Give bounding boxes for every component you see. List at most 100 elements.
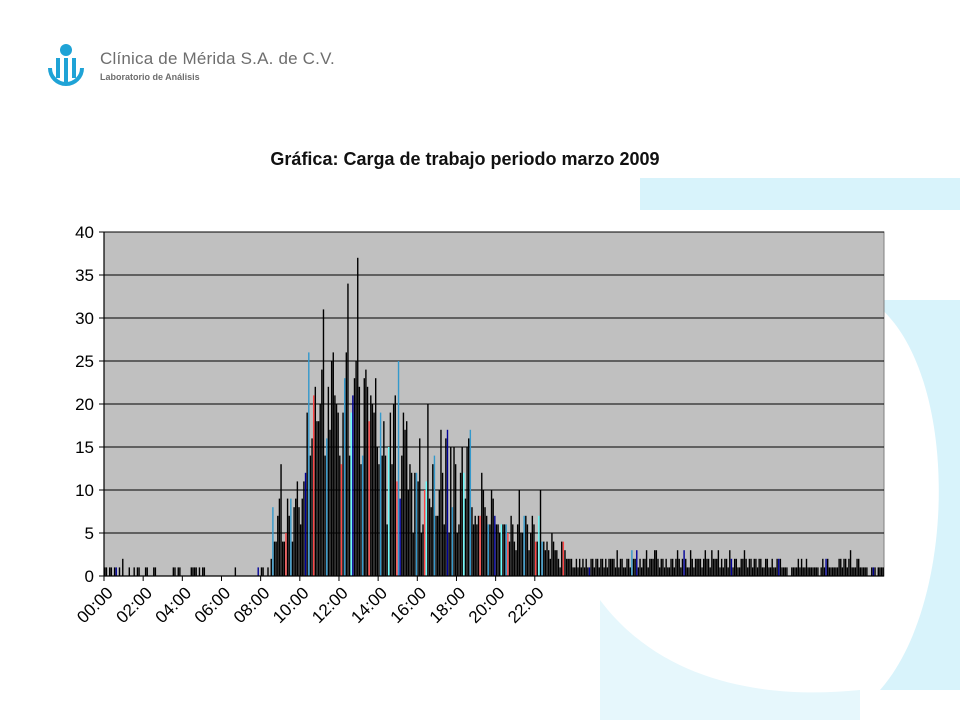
bar — [603, 567, 605, 576]
bar — [843, 558, 845, 576]
bar — [549, 558, 551, 576]
bar — [862, 567, 865, 576]
x-tick-label: 10:00 — [269, 583, 313, 627]
bar — [463, 472, 465, 576]
bar — [877, 567, 879, 576]
bar — [693, 567, 695, 576]
bar — [133, 567, 135, 576]
bar — [298, 507, 300, 576]
bar — [296, 481, 299, 576]
bar — [489, 524, 491, 576]
bar — [469, 429, 472, 576]
bar — [835, 567, 837, 576]
bar — [321, 369, 323, 576]
bar — [277, 515, 279, 576]
bar — [464, 498, 467, 576]
bar — [810, 567, 813, 576]
bar — [138, 567, 140, 576]
bar — [784, 567, 786, 576]
bar — [146, 567, 148, 576]
decor-band — [640, 178, 960, 210]
bar — [510, 515, 512, 576]
bar — [822, 558, 824, 576]
bar — [438, 490, 441, 576]
bar — [820, 567, 822, 576]
bar — [654, 550, 656, 576]
bar — [600, 558, 602, 576]
bar — [729, 550, 731, 576]
bar — [662, 558, 664, 576]
bar — [485, 515, 488, 576]
bar — [546, 541, 548, 576]
bar — [649, 558, 651, 576]
bar — [312, 395, 315, 576]
bar — [587, 567, 589, 576]
bar — [417, 481, 419, 576]
bar — [386, 524, 388, 576]
bar — [851, 567, 853, 576]
decor-arc — [870, 300, 960, 690]
bar — [671, 558, 674, 576]
bar — [717, 550, 720, 576]
bar — [570, 558, 573, 576]
bar — [547, 550, 550, 576]
bar — [373, 412, 375, 576]
bar — [782, 567, 785, 576]
bar — [601, 558, 604, 576]
bar — [809, 567, 811, 576]
bar — [523, 515, 525, 576]
bar — [357, 257, 359, 576]
bar — [412, 533, 414, 576]
bar — [502, 524, 504, 576]
bar — [694, 558, 697, 576]
bar — [670, 558, 672, 576]
bar — [774, 567, 777, 576]
bar — [828, 567, 831, 576]
bar — [551, 533, 553, 576]
bar — [623, 567, 625, 576]
bar — [316, 421, 318, 576]
bar — [761, 567, 764, 576]
bar — [497, 524, 499, 576]
bar — [471, 507, 473, 576]
y-tick-label: 30 — [75, 309, 94, 328]
bar — [272, 507, 274, 576]
bar — [879, 567, 881, 576]
bar — [345, 352, 348, 576]
bar — [764, 558, 767, 576]
x-tick-label: 18:00 — [426, 583, 470, 627]
bar — [652, 558, 654, 576]
bar — [299, 524, 302, 576]
bar — [758, 558, 760, 576]
bar — [840, 558, 842, 576]
bar — [880, 567, 883, 576]
bar — [536, 541, 538, 576]
bar — [753, 558, 755, 576]
bar — [512, 524, 514, 576]
bar — [681, 558, 684, 576]
bar — [583, 567, 586, 576]
bar — [776, 558, 778, 576]
bar — [513, 541, 516, 576]
bar — [595, 558, 597, 576]
bar — [632, 558, 635, 576]
bar — [841, 567, 844, 576]
bar — [853, 567, 855, 576]
bar — [673, 567, 676, 576]
bar — [627, 558, 630, 576]
bar — [453, 447, 455, 576]
bar — [420, 533, 423, 576]
bar — [781, 567, 783, 576]
bar — [445, 438, 447, 576]
bar — [701, 567, 703, 576]
y-tick-label: 25 — [75, 352, 94, 371]
bar — [394, 395, 396, 576]
bar — [273, 541, 276, 576]
bar — [267, 567, 269, 576]
bar — [402, 412, 405, 576]
bar — [516, 524, 519, 576]
bar — [854, 567, 857, 576]
bar — [561, 541, 563, 576]
bar — [704, 550, 707, 576]
bar — [260, 567, 263, 576]
